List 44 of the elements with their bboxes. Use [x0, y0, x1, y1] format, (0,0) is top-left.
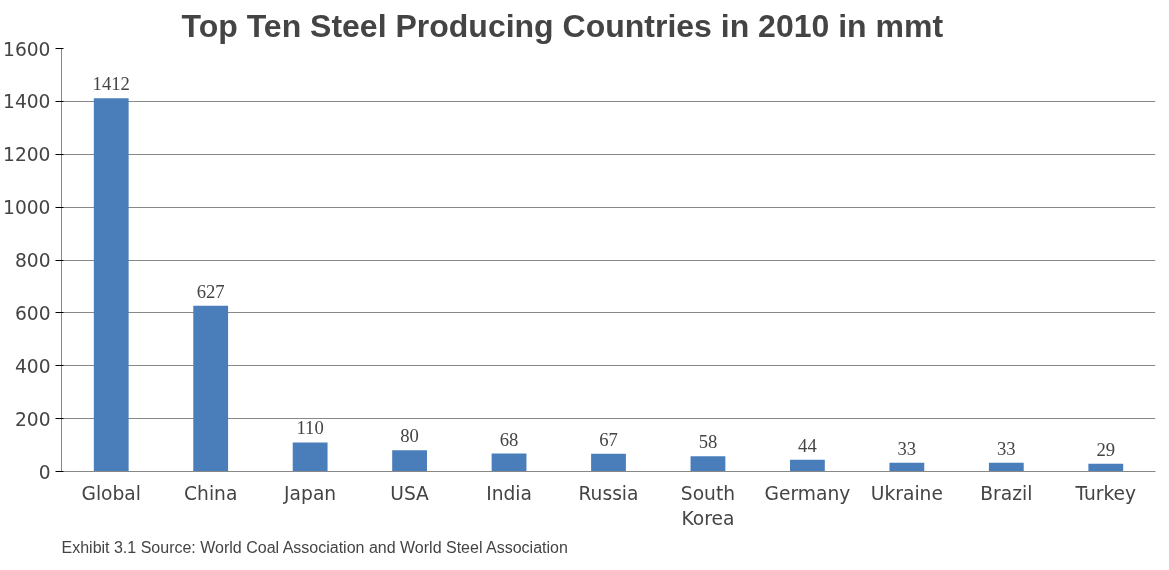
bar — [93, 98, 129, 472]
y-tick-label: 800 — [14, 250, 51, 271]
data-label: 80 — [400, 425, 419, 447]
x-tick-label: Global — [81, 482, 141, 504]
data-label: 44 — [798, 434, 818, 456]
y-tick-label: 1000 — [3, 197, 51, 219]
data-label: 29 — [1096, 438, 1116, 460]
x-tick-label: Ukraine — [870, 482, 943, 504]
data-label: 58 — [698, 431, 718, 453]
bar — [292, 442, 328, 472]
data-label: 68 — [499, 428, 519, 450]
data-label: 67 — [599, 428, 618, 450]
bar — [988, 462, 1024, 472]
y-tick-label: 1400 — [3, 91, 51, 113]
y-tick-label: 600 — [14, 302, 51, 324]
data-label: 1412 — [92, 73, 130, 95]
x-tick-label: India — [486, 482, 532, 504]
x-tick-label: Turkey — [1074, 482, 1137, 504]
x-tick-label: Brazil — [980, 482, 1033, 504]
y-tick-label: 1200 — [3, 144, 51, 166]
x-tick-label: USA — [390, 482, 430, 504]
bar — [1088, 463, 1124, 472]
data-label: 110 — [296, 417, 324, 439]
chart-title: Top Ten Steel Producing Countries in 2010 in mmt — [181, 7, 944, 44]
x-tick-label: China — [184, 482, 238, 504]
data-label: 33 — [996, 437, 1016, 459]
bar — [193, 305, 229, 472]
data-label: 33 — [897, 437, 917, 459]
x-tick-label: South Korea — [680, 482, 736, 529]
x-tick-label: Russia — [578, 482, 639, 504]
bar — [392, 450, 427, 472]
data-label: 627 — [196, 280, 225, 302]
bar — [790, 459, 825, 472]
text: Exhibit 3.1 Source: World Coal Association and World Steel Association — [61, 538, 568, 556]
x-tick-label: Japan — [283, 482, 337, 504]
y-tick-label: 200 — [14, 408, 51, 430]
y-tick-label: 0 — [38, 461, 51, 483]
y-tick-label: 400 — [14, 355, 51, 377]
x-tick-label: Germany — [764, 482, 851, 504]
bar — [491, 453, 527, 472]
bar — [591, 453, 626, 472]
y-tick-label: 1600 — [3, 38, 51, 60]
bar — [690, 456, 726, 472]
bar — [889, 462, 925, 472]
